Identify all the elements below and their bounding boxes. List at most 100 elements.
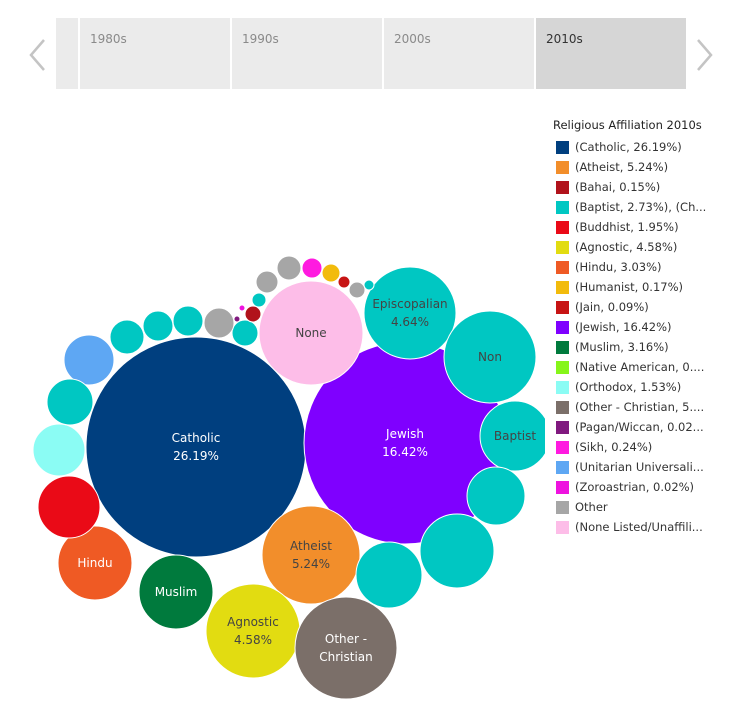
bubble-episcopalian[interactable] [363, 266, 457, 360]
bubble-christian-7[interactable] [172, 305, 204, 337]
bubble-other-1[interactable] [203, 307, 235, 339]
bubble-christian-3[interactable] [419, 513, 495, 589]
legend-item[interactable]: (Zoroastrian, 0.02%) [553, 477, 739, 497]
legend-item[interactable]: (Sikh, 0.24%) [553, 437, 739, 457]
legend-item[interactable]: (Native American, 0.... [553, 357, 739, 377]
legend-label: (Jain, 0.09%) [575, 300, 649, 314]
legend-swatch [556, 260, 569, 274]
bubble-other-christian[interactable] [294, 596, 398, 700]
bubble-label-atheist: Atheist [290, 539, 332, 553]
bubble-christian-4[interactable] [355, 541, 423, 609]
legend-item[interactable]: (Buddhist, 1.95%) [553, 217, 739, 237]
legend-label: (Zoroastrian, 0.02%) [575, 480, 695, 494]
next-arrow-icon[interactable] [694, 38, 714, 72]
legend-item[interactable]: (Jewish, 16.42%) [553, 317, 739, 337]
decade-tab-2000s[interactable]: 2000s [384, 18, 536, 89]
bubble-agnostic[interactable] [205, 583, 301, 679]
legend-item[interactable]: (Jain, 0.09%) [553, 297, 739, 317]
decade-tab-label: 2010s [546, 32, 583, 46]
bubble-pagan-wiccan[interactable] [233, 315, 241, 323]
bubble-christian-9[interactable] [251, 292, 267, 308]
bubble-non[interactable] [443, 310, 537, 404]
legend-item[interactable]: (Baptist, 2.73%), (Ch... [553, 197, 739, 217]
legend-swatch [556, 240, 569, 254]
legend-swatch [556, 220, 569, 234]
legend-swatch [556, 140, 569, 154]
bubble-buddhist[interactable] [37, 475, 101, 539]
legend-label: (Pagan/Wiccan, 0.02... [575, 420, 704, 434]
bubble-atheist[interactable] [261, 505, 361, 605]
bubble-label-episcopalian: Episcopalian [372, 297, 447, 311]
bubble-christian-6[interactable] [142, 310, 174, 342]
legend-items: (Catholic, 26.19%) (Atheist, 5.24%) (Bahai… [553, 137, 739, 537]
legend-label: (Other - Christian, 5.... [575, 400, 705, 414]
legend-swatch [556, 500, 569, 514]
legend-item[interactable]: (Pagan/Wiccan, 0.02... [553, 417, 739, 437]
chart-legend: Religious Affiliation 2010s (Catholic, 2… [553, 118, 739, 537]
legend-item[interactable]: (Agnostic, 4.58%) [553, 237, 739, 257]
legend-swatch [556, 200, 569, 214]
legend-swatch [556, 160, 569, 174]
legend-label: (Humanist, 0.17%) [575, 280, 683, 294]
bubble-muslim[interactable] [138, 554, 214, 630]
legend-label: (Unitarian Universali... [575, 460, 704, 474]
bubble-label-non: Non [478, 350, 502, 364]
bubble-label-atheist: 5.24% [292, 557, 330, 571]
legend-label: (Native American, 0.... [575, 360, 705, 374]
bubble-none[interactable] [258, 280, 364, 386]
previous-arrow-icon[interactable] [28, 38, 48, 72]
bubble-orthodox[interactable] [32, 423, 86, 477]
bubble-zoroastrian[interactable] [238, 304, 246, 312]
bubble-label-hindu: Hindu [77, 556, 112, 570]
legend-label: (Atheist, 5.24%) [575, 160, 669, 174]
legend-swatch [556, 320, 569, 334]
bubble-unitarian[interactable] [63, 334, 115, 386]
bubble-label-episcopalian: 4.64% [391, 315, 429, 329]
legend-swatch [556, 520, 569, 534]
legend-swatch [556, 360, 569, 374]
decade-tab-1980s[interactable]: 1980s [80, 18, 232, 89]
bubble-label-other-christian: Other - [325, 632, 367, 646]
legend-swatch [556, 400, 569, 414]
bubble-jain[interactable] [337, 275, 351, 289]
decade-tab-2010s[interactable]: 2010s [536, 18, 686, 89]
legend-swatch [556, 440, 569, 454]
bubble-christian-10[interactable] [363, 279, 375, 291]
bubble-christian-2[interactable] [466, 466, 526, 526]
legend-label: (Jewish, 16.42%) [575, 320, 672, 334]
bubble-bahai[interactable] [244, 305, 262, 323]
legend-item[interactable]: (Other - Christian, 5.... [553, 397, 739, 417]
legend-item[interactable]: (Atheist, 5.24%) [553, 157, 739, 177]
legend-item[interactable]: (Bahai, 0.15%) [553, 177, 739, 197]
legend-label: (Agnostic, 4.58%) [575, 240, 678, 254]
bubble-label-catholic: 26.19% [173, 449, 219, 463]
legend-item[interactable]: (Muslim, 3.16%) [553, 337, 739, 357]
bubble-sikh[interactable] [301, 257, 323, 279]
bubble-other-2[interactable] [255, 270, 279, 294]
legend-label: (Hindu, 3.03%) [575, 260, 662, 274]
legend-label: (Bahai, 0.15%) [575, 180, 661, 194]
legend-item[interactable]: Other [553, 497, 739, 517]
bubble-baptist[interactable] [479, 400, 545, 472]
legend-item[interactable]: (Catholic, 26.19%) [553, 137, 739, 157]
legend-swatch [556, 280, 569, 294]
legend-item[interactable]: (Humanist, 0.17%) [553, 277, 739, 297]
legend-item[interactable]: (Orthodox, 1.53%) [553, 377, 739, 397]
bubble-christian-1[interactable] [46, 378, 94, 426]
legend-swatch [556, 420, 569, 434]
legend-item[interactable]: (Unitarian Universali... [553, 457, 739, 477]
bubble-other-3[interactable] [276, 255, 302, 281]
bubble-christian-8[interactable] [231, 319, 259, 347]
bubble-christian-5[interactable] [109, 319, 145, 355]
bubble-label-agnostic: Agnostic [227, 615, 279, 629]
legend-label: Other [575, 500, 608, 514]
decade-tab-1990s[interactable]: 1990s [232, 18, 384, 89]
bubble-humanist[interactable] [321, 263, 341, 283]
legend-item[interactable]: (None Listed/Unaffili... [553, 517, 739, 537]
legend-swatch [556, 180, 569, 194]
legend-label: (None Listed/Unaffili... [575, 520, 703, 534]
decade-tab-label: 1990s [242, 32, 279, 46]
bubble-hindu[interactable] [57, 525, 133, 601]
legend-item[interactable]: (Hindu, 3.03%) [553, 257, 739, 277]
bubble-other-4[interactable] [348, 281, 366, 299]
